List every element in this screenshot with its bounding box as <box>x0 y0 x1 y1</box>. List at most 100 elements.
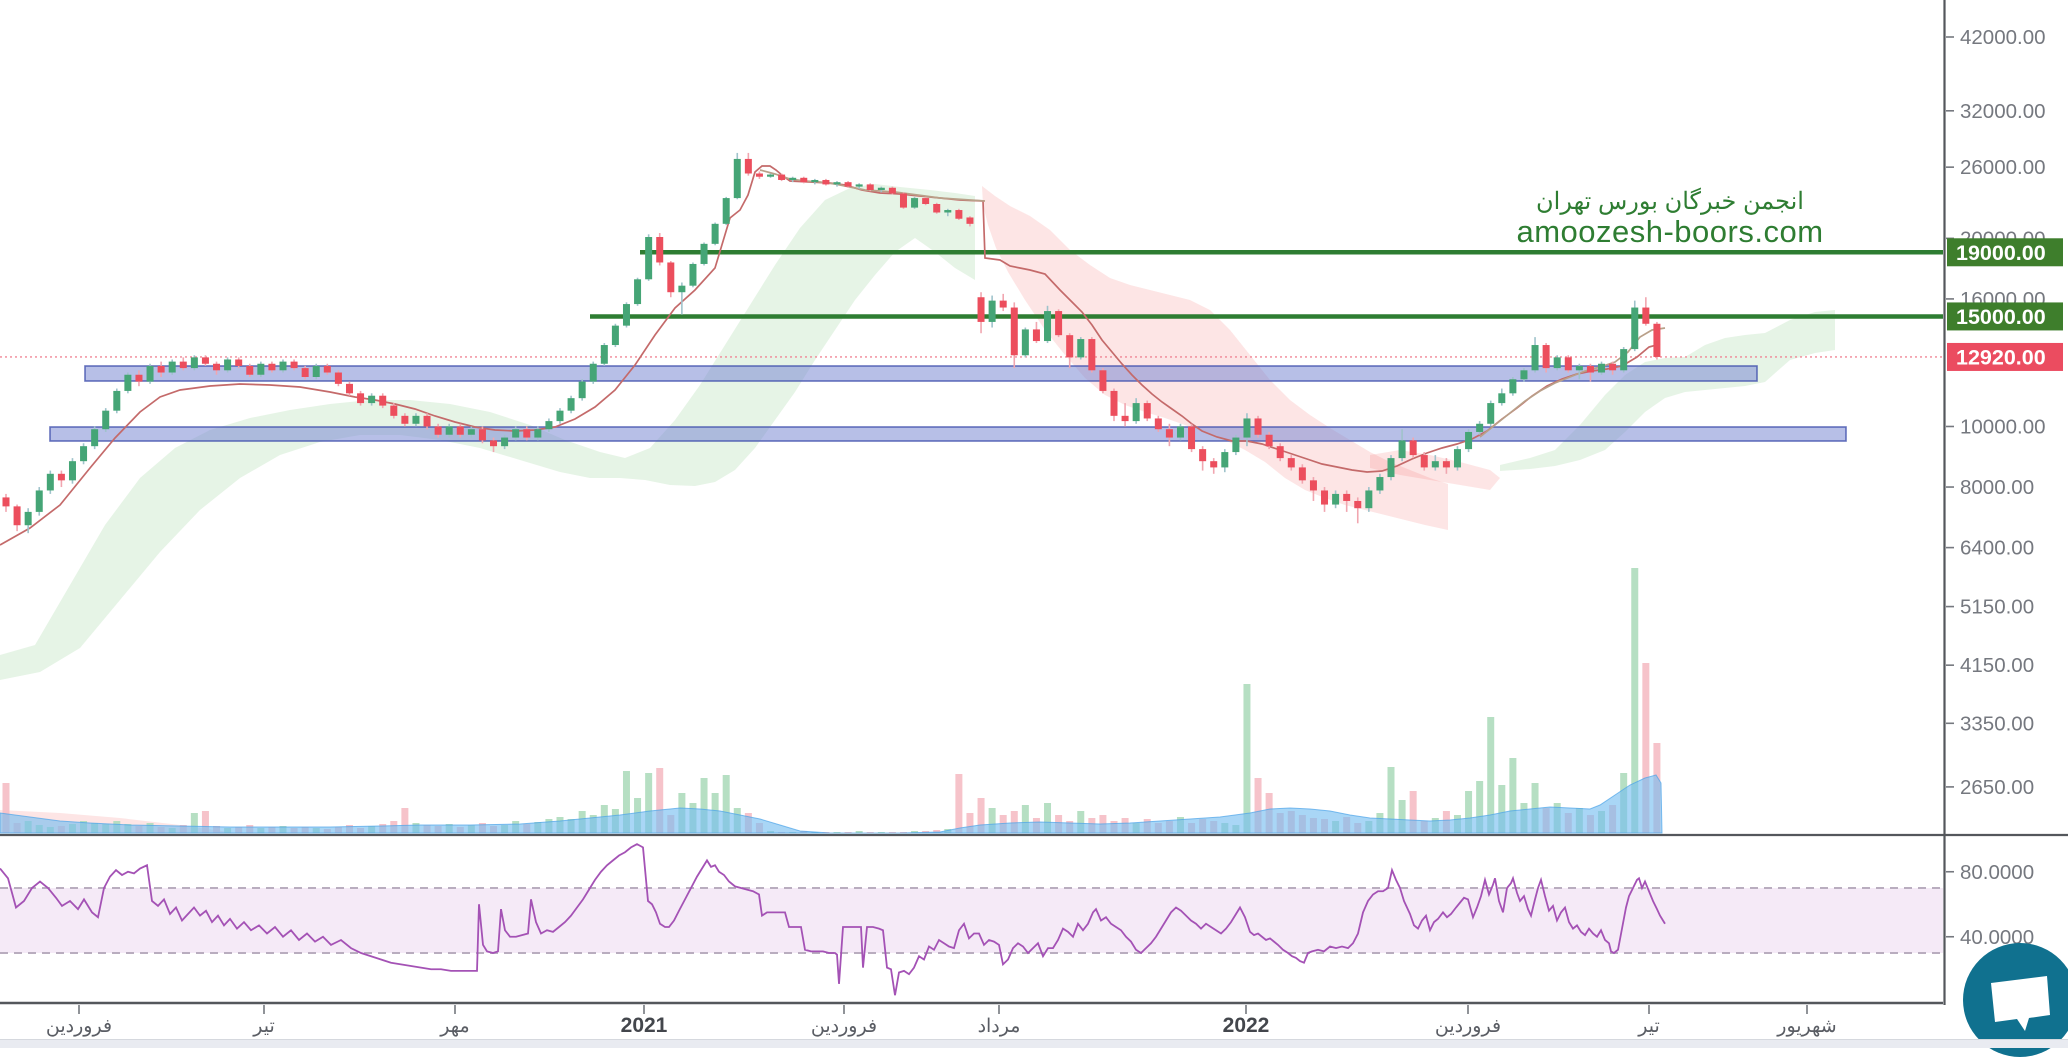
volume-bar <box>1465 791 1473 833</box>
time-axis[interactable]: فروردین تیر مهر 2021 فروردین مرداد 2022 فروردین… <box>46 1005 1837 1037</box>
price-level-tag-text: 19000.00 <box>1956 241 2046 265</box>
candle-body <box>213 363 221 371</box>
candle-body <box>733 158 741 199</box>
candle-body <box>1442 461 1450 468</box>
candle-body <box>534 429 542 438</box>
volume-bar <box>1021 805 1029 833</box>
volume-bar <box>1642 663 1650 833</box>
price-tick-label: 26000.00 <box>1960 156 2046 179</box>
candle-body <box>1066 335 1074 358</box>
candle-body <box>445 426 453 435</box>
candle-body <box>911 198 919 208</box>
time-tick-label: شهریور <box>1776 1016 1836 1037</box>
candle-body <box>1232 437 1240 453</box>
candle-body <box>1032 329 1040 342</box>
candle-body <box>556 410 564 422</box>
time-tick-label: 2022 <box>1223 1014 1270 1037</box>
candle-body <box>1121 415 1129 422</box>
candle-body <box>345 383 353 394</box>
price-axis[interactable]: 42000.0032000.0026000.0020000.0016000.00… <box>1946 26 2063 949</box>
candle-body <box>1099 370 1107 391</box>
time-tick-label: تیر <box>252 1016 275 1037</box>
volume-bars <box>2 568 1661 833</box>
ichimoku-cloud <box>982 186 1448 530</box>
candle-body <box>312 365 320 377</box>
candle-body <box>1465 431 1473 450</box>
candle-body <box>844 182 852 187</box>
candle-body <box>822 179 830 185</box>
candle-body <box>722 198 730 224</box>
candle-body <box>334 372 342 384</box>
volume-bar <box>1498 785 1506 833</box>
candle-body <box>589 363 597 382</box>
volume-bar <box>190 813 198 833</box>
candle-body <box>877 187 885 191</box>
candle-body <box>1287 458 1295 468</box>
candle-body <box>1199 449 1207 462</box>
price-tick-label: 2650.00 <box>1960 776 2034 799</box>
candle-body <box>800 177 808 183</box>
candle-body <box>567 398 575 411</box>
candle-body <box>379 395 387 406</box>
candle-body <box>966 217 974 224</box>
volume-bar <box>722 775 730 833</box>
candle-body <box>1431 461 1439 468</box>
volume-bar <box>1476 781 1484 833</box>
price-level-tag-text: 12920.00 <box>1956 345 2046 369</box>
candle-body <box>1176 426 1184 438</box>
candle-body <box>1598 363 1606 373</box>
candle-body <box>478 429 486 441</box>
candle-body <box>323 365 331 373</box>
volume-bar <box>1243 684 1251 833</box>
volume-bar <box>955 774 963 833</box>
candle-body <box>1309 480 1317 491</box>
candle-body <box>977 297 985 322</box>
rsi-pane <box>0 843 1943 996</box>
volume-bar <box>933 830 941 833</box>
candle-body <box>368 395 376 404</box>
candle-body <box>1154 418 1162 430</box>
candle-body <box>390 405 398 416</box>
candles-layer <box>2 152 1661 534</box>
time-tick-label: تیر <box>1637 1016 1660 1037</box>
price-level-tag <box>1947 302 2063 331</box>
price-tick-label: 5150.00 <box>1960 596 2034 619</box>
candle-body <box>124 374 132 391</box>
candle-body <box>988 300 996 322</box>
price-tick-label: 6400.00 <box>1960 537 2034 560</box>
volume-bar <box>656 768 664 833</box>
supply-demand-zones <box>49 365 1847 442</box>
chat-button[interactable] <box>1963 943 2068 1057</box>
candle-body <box>1354 500 1362 509</box>
price-tick-label: 4150.00 <box>1960 654 2034 677</box>
candle-body <box>755 173 763 177</box>
horizontal-level-lines <box>0 250 1943 358</box>
candle-body <box>667 262 675 293</box>
candle-body <box>201 357 209 364</box>
price-tick-label: 8000.00 <box>1960 476 2034 499</box>
candle-body <box>456 426 464 435</box>
price-tick-label: 32000.00 <box>1960 100 2046 123</box>
candle-body <box>157 365 165 373</box>
tenkan-line <box>759 169 986 202</box>
candle-body <box>257 363 265 375</box>
candle-body <box>179 361 187 369</box>
volume-bar <box>2 783 10 833</box>
candle-body <box>501 437 509 447</box>
price-zone <box>84 365 1758 382</box>
price-tick-label: 42000.00 <box>1960 26 2046 49</box>
candle-body <box>401 415 409 424</box>
rsi-line <box>0 843 1666 996</box>
candle-body <box>113 390 121 411</box>
volume-bar <box>700 778 708 833</box>
candle-body <box>1243 418 1251 438</box>
candle-body <box>611 325 619 346</box>
candle-body <box>789 177 797 180</box>
kijun-line <box>0 165 1661 546</box>
candle-body <box>778 174 786 180</box>
candle-body <box>1221 452 1229 468</box>
candle-body <box>1188 426 1196 450</box>
candle-body <box>490 440 498 447</box>
candle-body <box>1010 307 1018 356</box>
